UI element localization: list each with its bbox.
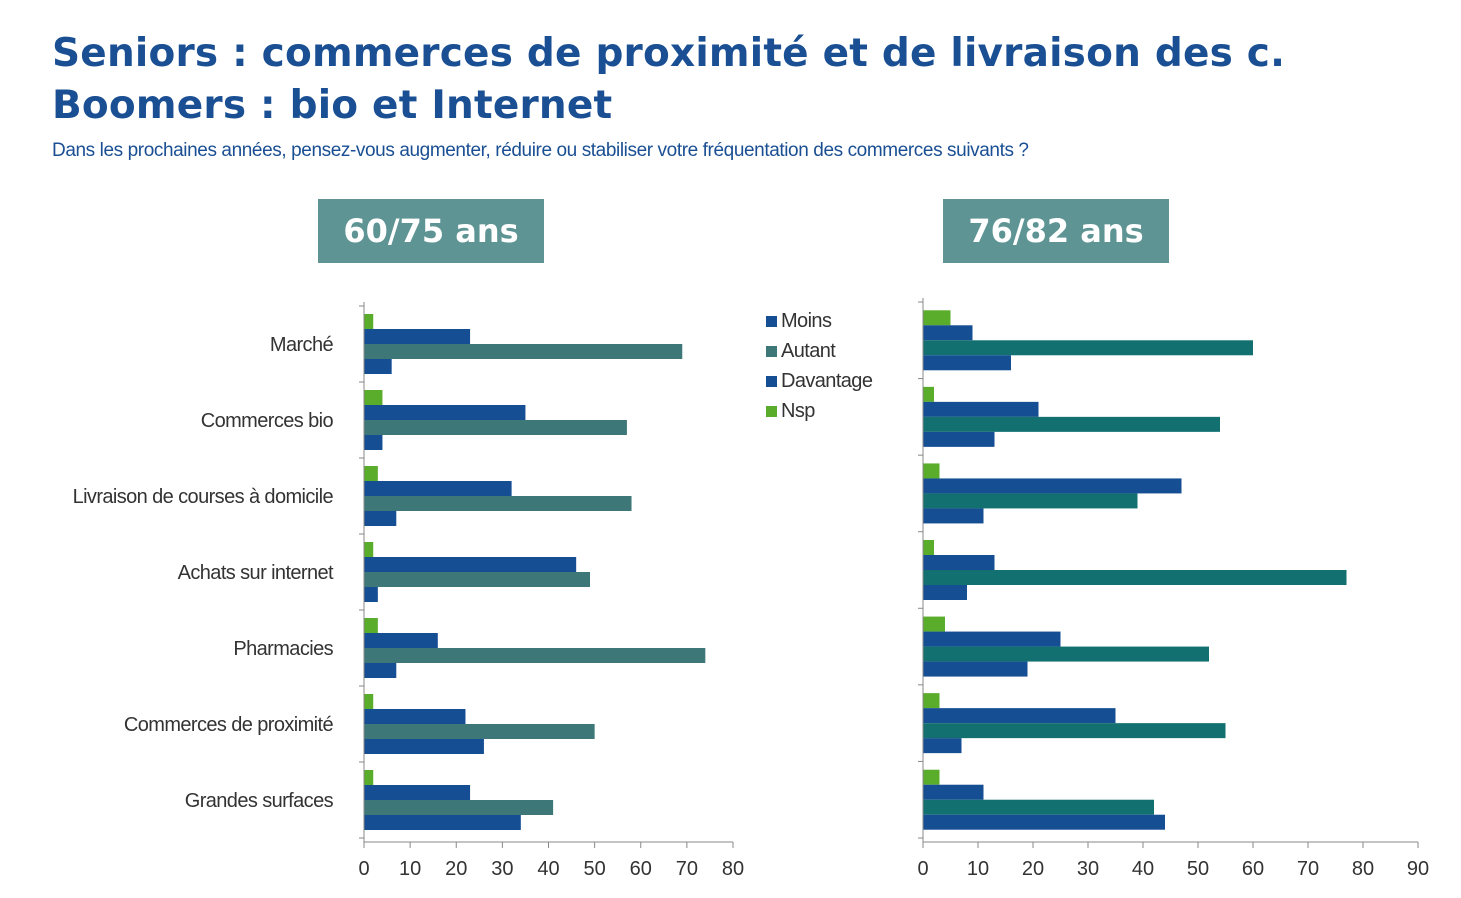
category-label-grandes-surfaces: Grandes surfaces bbox=[185, 790, 334, 812]
bar-left-marche-moins bbox=[364, 329, 471, 344]
bar-left-pharmacies-autant bbox=[364, 648, 706, 663]
panel-badge-60-75: 60/75 ans bbox=[318, 199, 544, 263]
x-tick-label-right-60: 60 bbox=[1242, 858, 1264, 880]
bar-left-livraison-de-courses-a-domicile-moins bbox=[364, 481, 512, 496]
bar-left-commerces-bio-autant bbox=[364, 420, 627, 435]
title-line-2: Boomers : bio et Internet bbox=[52, 83, 613, 128]
bar-left-livraison-de-courses-a-domicile-nsp bbox=[364, 466, 378, 481]
bar-right-achats-sur-internet-moins bbox=[923, 555, 995, 570]
bar-right-grandes-surfaces-autant bbox=[923, 799, 1154, 815]
bar-left-commerces-bio-nsp bbox=[364, 390, 383, 405]
bar-right-pharmacies-moins bbox=[923, 631, 1061, 647]
bar-left-grandes-surfaces-moins bbox=[364, 785, 471, 800]
bar-right-pharmacies-autant bbox=[923, 646, 1209, 662]
legend-label-nsp: Nsp bbox=[781, 400, 815, 422]
bar-right-marche-autant bbox=[923, 340, 1253, 356]
bar-left-pharmacies-davantage bbox=[364, 663, 397, 678]
bar-right-marche-nsp bbox=[923, 310, 951, 326]
bar-left-pharmacies-nsp bbox=[364, 618, 378, 633]
bar-right-grandes-surfaces-nsp bbox=[923, 769, 940, 785]
bar-left-commerces-de-proximite-autant bbox=[364, 724, 595, 739]
category-label-livraison-de-courses-a-domicile: Livraison de courses à domicile bbox=[73, 486, 334, 508]
page-title: Seniors : commerces de proximité et de l… bbox=[52, 28, 1285, 132]
bar-right-marche-davantage bbox=[923, 355, 1011, 371]
bar-right-commerces-de-proximite-moins bbox=[923, 708, 1116, 724]
bar-right-marche-moins bbox=[923, 325, 973, 341]
bar-left-achats-sur-internet-nsp bbox=[364, 542, 374, 557]
bar-left-livraison-de-courses-a-domicile-davantage bbox=[364, 511, 397, 526]
category-label-marche: Marché bbox=[270, 334, 334, 356]
legend-swatch-moins bbox=[766, 316, 777, 327]
bar-left-marche-nsp bbox=[364, 314, 374, 329]
x-tick-label-left-20: 20 bbox=[445, 858, 467, 880]
bar-left-marche-davantage bbox=[364, 359, 392, 374]
bar-right-commerces-bio-moins bbox=[923, 401, 1039, 417]
x-tick-label-right-80: 80 bbox=[1352, 858, 1374, 880]
x-tick-label-right-0: 0 bbox=[917, 858, 928, 880]
bar-right-commerces-de-proximite-nsp bbox=[923, 693, 940, 709]
category-label-achats-sur-internet: Achats sur internet bbox=[178, 562, 334, 584]
bar-right-commerces-de-proximite-autant bbox=[923, 723, 1226, 739]
x-tick-label-left-50: 50 bbox=[584, 858, 606, 880]
bar-right-livraison-de-courses-a-domicile-davantage bbox=[923, 508, 984, 524]
bar-left-grandes-surfaces-autant bbox=[364, 800, 554, 815]
bar-left-commerces-bio-davantage bbox=[364, 435, 383, 450]
bar-left-pharmacies-moins bbox=[364, 633, 438, 648]
bar-left-achats-sur-internet-davantage bbox=[364, 587, 378, 602]
x-tick-label-left-70: 70 bbox=[676, 858, 698, 880]
bar-right-livraison-de-courses-a-domicile-autant bbox=[923, 493, 1138, 509]
legend-swatch-davantage bbox=[766, 376, 777, 387]
panel-badge-76-82: 76/82 ans bbox=[943, 199, 1169, 263]
legend-label-autant: Autant bbox=[781, 340, 836, 362]
legend-label-moins: Moins bbox=[781, 310, 832, 332]
category-label-commerces-de-proximite: Commerces de proximité bbox=[124, 714, 334, 736]
bar-right-grandes-surfaces-moins bbox=[923, 784, 984, 800]
bar-right-achats-sur-internet-autant bbox=[923, 570, 1347, 585]
bar-left-grandes-surfaces-nsp bbox=[364, 770, 374, 785]
bar-left-achats-sur-internet-moins bbox=[364, 557, 577, 572]
bar-right-achats-sur-internet-nsp bbox=[923, 540, 934, 555]
bar-right-achats-sur-internet-davantage bbox=[923, 585, 967, 600]
bar-right-commerces-bio-davantage bbox=[923, 431, 995, 447]
x-tick-label-left-30: 30 bbox=[491, 858, 513, 880]
x-tick-label-left-40: 40 bbox=[537, 858, 559, 880]
x-tick-label-right-50: 50 bbox=[1187, 858, 1209, 880]
category-label-commerces-bio: Commerces bio bbox=[201, 410, 334, 432]
bar-left-livraison-de-courses-a-domicile-autant bbox=[364, 496, 632, 511]
x-tick-label-right-40: 40 bbox=[1132, 858, 1154, 880]
x-tick-label-left-0: 0 bbox=[358, 858, 369, 880]
bar-right-livraison-de-courses-a-domicile-moins bbox=[923, 478, 1182, 494]
x-tick-label-right-20: 20 bbox=[1022, 858, 1044, 880]
bar-left-commerces-de-proximite-davantage bbox=[364, 739, 484, 754]
x-tick-label-right-10: 10 bbox=[967, 858, 989, 880]
legend-swatch-autant bbox=[766, 346, 777, 357]
x-tick-label-left-60: 60 bbox=[630, 858, 652, 880]
bar-right-commerces-de-proximite-davantage bbox=[923, 738, 962, 754]
bar-right-pharmacies-davantage bbox=[923, 661, 1028, 677]
bar-right-grandes-surfaces-davantage bbox=[923, 814, 1165, 830]
bar-left-marche-autant bbox=[364, 344, 683, 359]
bar-left-commerces-bio-moins bbox=[364, 405, 526, 420]
bar-right-pharmacies-nsp bbox=[923, 616, 945, 632]
legend-swatch-nsp bbox=[766, 406, 777, 417]
legend-label-davantage: Davantage bbox=[781, 370, 873, 392]
x-tick-label-right-30: 30 bbox=[1077, 858, 1099, 880]
survey-question: Dans les prochaines années, pensez-vous … bbox=[52, 140, 1029, 161]
bar-left-commerces-de-proximite-moins bbox=[364, 709, 466, 724]
category-label-pharmacies: Pharmacies bbox=[233, 638, 333, 660]
title-line-1: Seniors : commerces de proximité et de l… bbox=[52, 31, 1286, 76]
bar-right-livraison-de-courses-a-domicile-nsp bbox=[923, 463, 940, 479]
bar-left-grandes-surfaces-davantage bbox=[364, 815, 521, 830]
x-tick-label-right-70: 70 bbox=[1297, 858, 1319, 880]
x-tick-label-left-80: 80 bbox=[722, 858, 744, 880]
bar-right-commerces-bio-autant bbox=[923, 416, 1220, 432]
x-tick-label-right-90: 90 bbox=[1407, 858, 1429, 880]
x-tick-label-left-10: 10 bbox=[399, 858, 421, 880]
bar-right-commerces-bio-nsp bbox=[923, 386, 934, 402]
bar-left-commerces-de-proximite-nsp bbox=[364, 694, 374, 709]
bar-left-achats-sur-internet-autant bbox=[364, 572, 591, 587]
